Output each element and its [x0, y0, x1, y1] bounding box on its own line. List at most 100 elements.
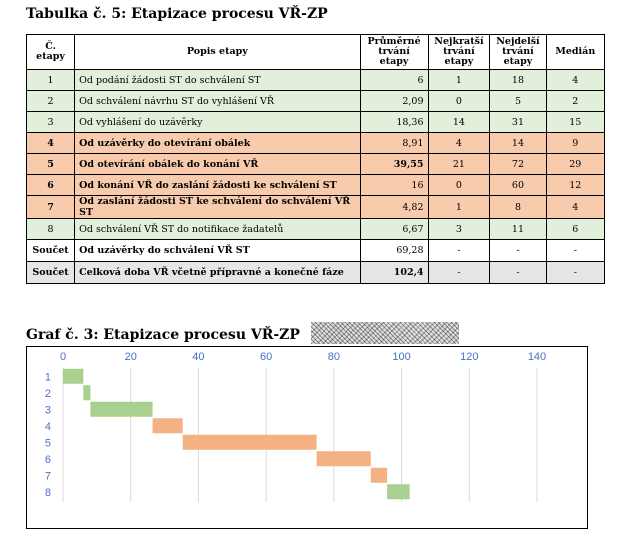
cell-description: Od schválení návrhu ST do vyhlášení VŘ [74, 90, 361, 112]
cell-minimum: 0 [427, 174, 491, 196]
gantt-bar-7 [370, 467, 388, 483]
table-sum-row: Součet Od uzávěrky do schválení VŘ ST 69… [25, 239, 606, 262]
cell-maximum: 18 [489, 69, 547, 91]
x-tick-label: 60 [260, 351, 272, 363]
cell-average: 69,28 [359, 239, 429, 262]
table-row: 5 Od otevírání obálek do konání VŘ 39,55… [25, 153, 606, 175]
cell-median: 29 [545, 153, 606, 175]
y-tick-label: 4 [45, 421, 51, 433]
cell-average: 6 [359, 69, 429, 91]
cell-minimum: 14 [427, 111, 491, 133]
cell-minimum: 0 [427, 90, 491, 112]
cell-median: 2 [545, 90, 606, 112]
cell-minimum: - [427, 239, 491, 262]
cell-median: 9 [545, 132, 606, 154]
cell-average: 16 [359, 174, 429, 196]
y-tick-label: 2 [45, 388, 51, 400]
table-row: 3 Od vyhlášení do uzávěrky 18,36 14 31 1… [25, 111, 606, 133]
header-average: Průměrné trvání etapy [359, 34, 429, 70]
cell-average: 39,55 [359, 153, 429, 175]
gantt-bar-4 [152, 418, 183, 434]
cell-stage-number: 3 [25, 111, 76, 133]
cell-description: Od zaslání žádosti ST ke schválení do sc… [74, 195, 361, 219]
cell-average: 2,09 [359, 90, 429, 112]
cell-median: 12 [545, 174, 606, 196]
y-tick-label: 6 [45, 454, 51, 466]
cell-stage-number: 8 [25, 218, 76, 240]
cell-maximum: - [489, 239, 547, 262]
cell-sum-label: Součet [25, 261, 76, 284]
y-tick-label: 8 [45, 487, 51, 499]
chart-x-tick-labels: 0 20 40 60 80 100 120 140 [60, 351, 546, 363]
table-row: 7 Od zaslání žádosti ST ke schválení do … [25, 195, 606, 219]
cell-minimum: - [427, 261, 491, 284]
table-caption: Tabulka č. 5: Etapizace procesu VŘ-ZP [26, 6, 328, 22]
table-row: 1 Od podání žádosti ST do schválení ST 6… [25, 69, 606, 91]
cell-minimum: 1 [427, 195, 491, 219]
cell-maximum: 8 [489, 195, 547, 219]
x-tick-label: 20 [125, 351, 137, 363]
header-description: Popis etapy [74, 34, 361, 70]
cell-average: 102,4 [359, 261, 429, 284]
gantt-bar-3 [90, 401, 153, 417]
cell-description: Od vyhlášení do uzávěrky [74, 111, 361, 133]
cell-stage-number: 6 [25, 174, 76, 196]
header-median: Medián [545, 34, 606, 70]
cell-maximum: 72 [489, 153, 547, 175]
cell-description: Od uzávěrky do schválení VŘ ST [74, 239, 361, 262]
cell-maximum: - [489, 261, 547, 284]
x-tick-label: 0 [60, 351, 66, 363]
cell-maximum: 11 [489, 218, 547, 240]
cell-description: Od otevírání obálek do konání VŘ [74, 153, 361, 175]
cell-description: Od konání VŘ do zaslání žádosti ke schvá… [74, 174, 361, 196]
cell-average: 6,67 [359, 218, 429, 240]
y-tick-label: 7 [45, 470, 51, 482]
header-minimum: Nejkratší trvání etapy [427, 34, 491, 70]
header-stage-number: Č. etapy [25, 34, 76, 70]
cell-average: 4,82 [359, 195, 429, 219]
cell-median: - [545, 261, 606, 284]
cell-stage-number: 5 [25, 153, 76, 175]
chart-bars [63, 368, 410, 500]
cell-median: 4 [545, 195, 606, 219]
cell-minimum: 21 [427, 153, 491, 175]
cell-average: 8,91 [359, 132, 429, 154]
cell-maximum: 5 [489, 90, 547, 112]
cell-stage-number: 7 [25, 195, 76, 219]
chart-gridlines [62, 368, 538, 502]
cell-minimum: 3 [427, 218, 491, 240]
cell-description: Od schválení VŘ ST do notifikace žadatel… [74, 218, 361, 240]
cell-median: 4 [545, 69, 606, 91]
table-header-row: Č. etapy Popis etapy Průměrné trvání etapy … [25, 34, 606, 70]
cell-minimum: 4 [427, 132, 491, 154]
gantt-bar-2 [83, 385, 91, 401]
x-tick-label: 140 [528, 351, 546, 363]
gantt-bar-6 [316, 451, 371, 467]
cell-median: 15 [545, 111, 606, 133]
y-tick-label: 1 [45, 371, 51, 383]
gantt-bar-1 [63, 368, 84, 384]
x-tick-label: 40 [192, 351, 204, 363]
x-tick-label: 120 [460, 351, 478, 363]
header-maximum: Nejdelší trvání etapy [489, 34, 547, 70]
stages-table: Č. etapy Popis etapy Průměrné trvání etapy … [25, 34, 606, 284]
redacted-image [311, 322, 459, 344]
cell-description: Od podání žádosti ST do schválení ST [74, 69, 361, 91]
table-row: 6 Od konání VŘ do zaslání žádosti ke sch… [25, 174, 606, 196]
cell-description: Od uzávěrky do otevírání obálek [74, 132, 361, 154]
table-row: 4 Od uzávěrky do otevírání obálek 8,91 4… [25, 132, 606, 154]
y-tick-label: 5 [45, 437, 51, 449]
cell-stage-number: 1 [25, 69, 76, 91]
cell-minimum: 1 [427, 69, 491, 91]
table-sum-row: Součet Celková doba VŘ včetně přípravné … [25, 261, 606, 284]
chart-y-tick-labels: 1 2 3 4 5 6 7 8 [45, 371, 51, 499]
cell-stage-number: 4 [25, 132, 76, 154]
cell-average: 18,36 [359, 111, 429, 133]
cell-sum-label: Součet [25, 239, 76, 262]
gantt-chart: 0 20 40 60 80 100 120 140 1 2 3 4 5 6 7 8 [26, 346, 588, 529]
table-row: 2 Od schválení návrhu ST do vyhlášení VŘ… [25, 90, 606, 112]
cell-description: Celková doba VŘ včetně přípravné a koneč… [74, 261, 361, 284]
cell-stage-number: 2 [25, 90, 76, 112]
cell-median: 6 [545, 218, 606, 240]
y-tick-label: 3 [45, 404, 51, 416]
